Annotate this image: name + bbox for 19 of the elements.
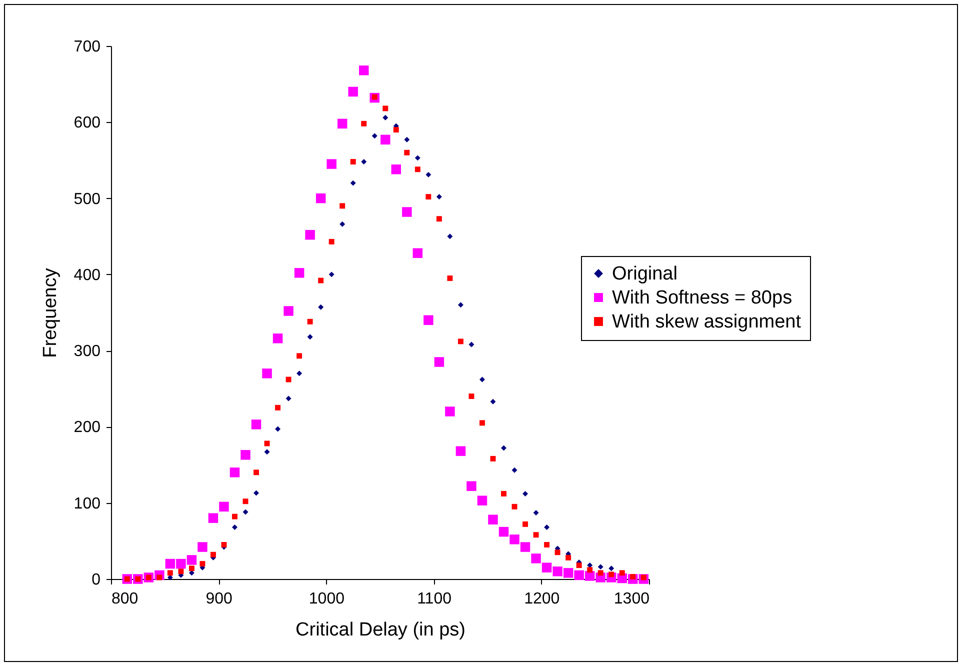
legend-label: With Softness = 80ps <box>612 288 792 308</box>
x-tick-label: 1000 <box>308 590 345 608</box>
y-tick-label: 400 <box>74 266 101 284</box>
y-axis-title: Frequency <box>40 268 61 358</box>
y-tick-label: 500 <box>74 190 101 208</box>
y-tick-label: 300 <box>74 343 101 360</box>
y-tick-label: 600 <box>74 114 101 132</box>
x-tick-label: 1300 <box>614 590 650 608</box>
x-axis-title: Critical Delay (in ps) <box>296 620 466 640</box>
x-tick-label: 800 <box>112 590 138 608</box>
x-tick-label: 900 <box>206 590 233 608</box>
x-tick-label: 1100 <box>417 590 452 608</box>
x-tick-label: 1200 <box>524 590 560 608</box>
legend-label: Original <box>612 264 678 284</box>
y-tick-label: 200 <box>74 419 101 436</box>
y-tick-label: 700 <box>74 38 101 56</box>
y-tick-label: 0 <box>92 572 101 588</box>
y-tick-label: 100 <box>74 495 101 512</box>
legend-label: With skew assignment <box>612 312 802 332</box>
